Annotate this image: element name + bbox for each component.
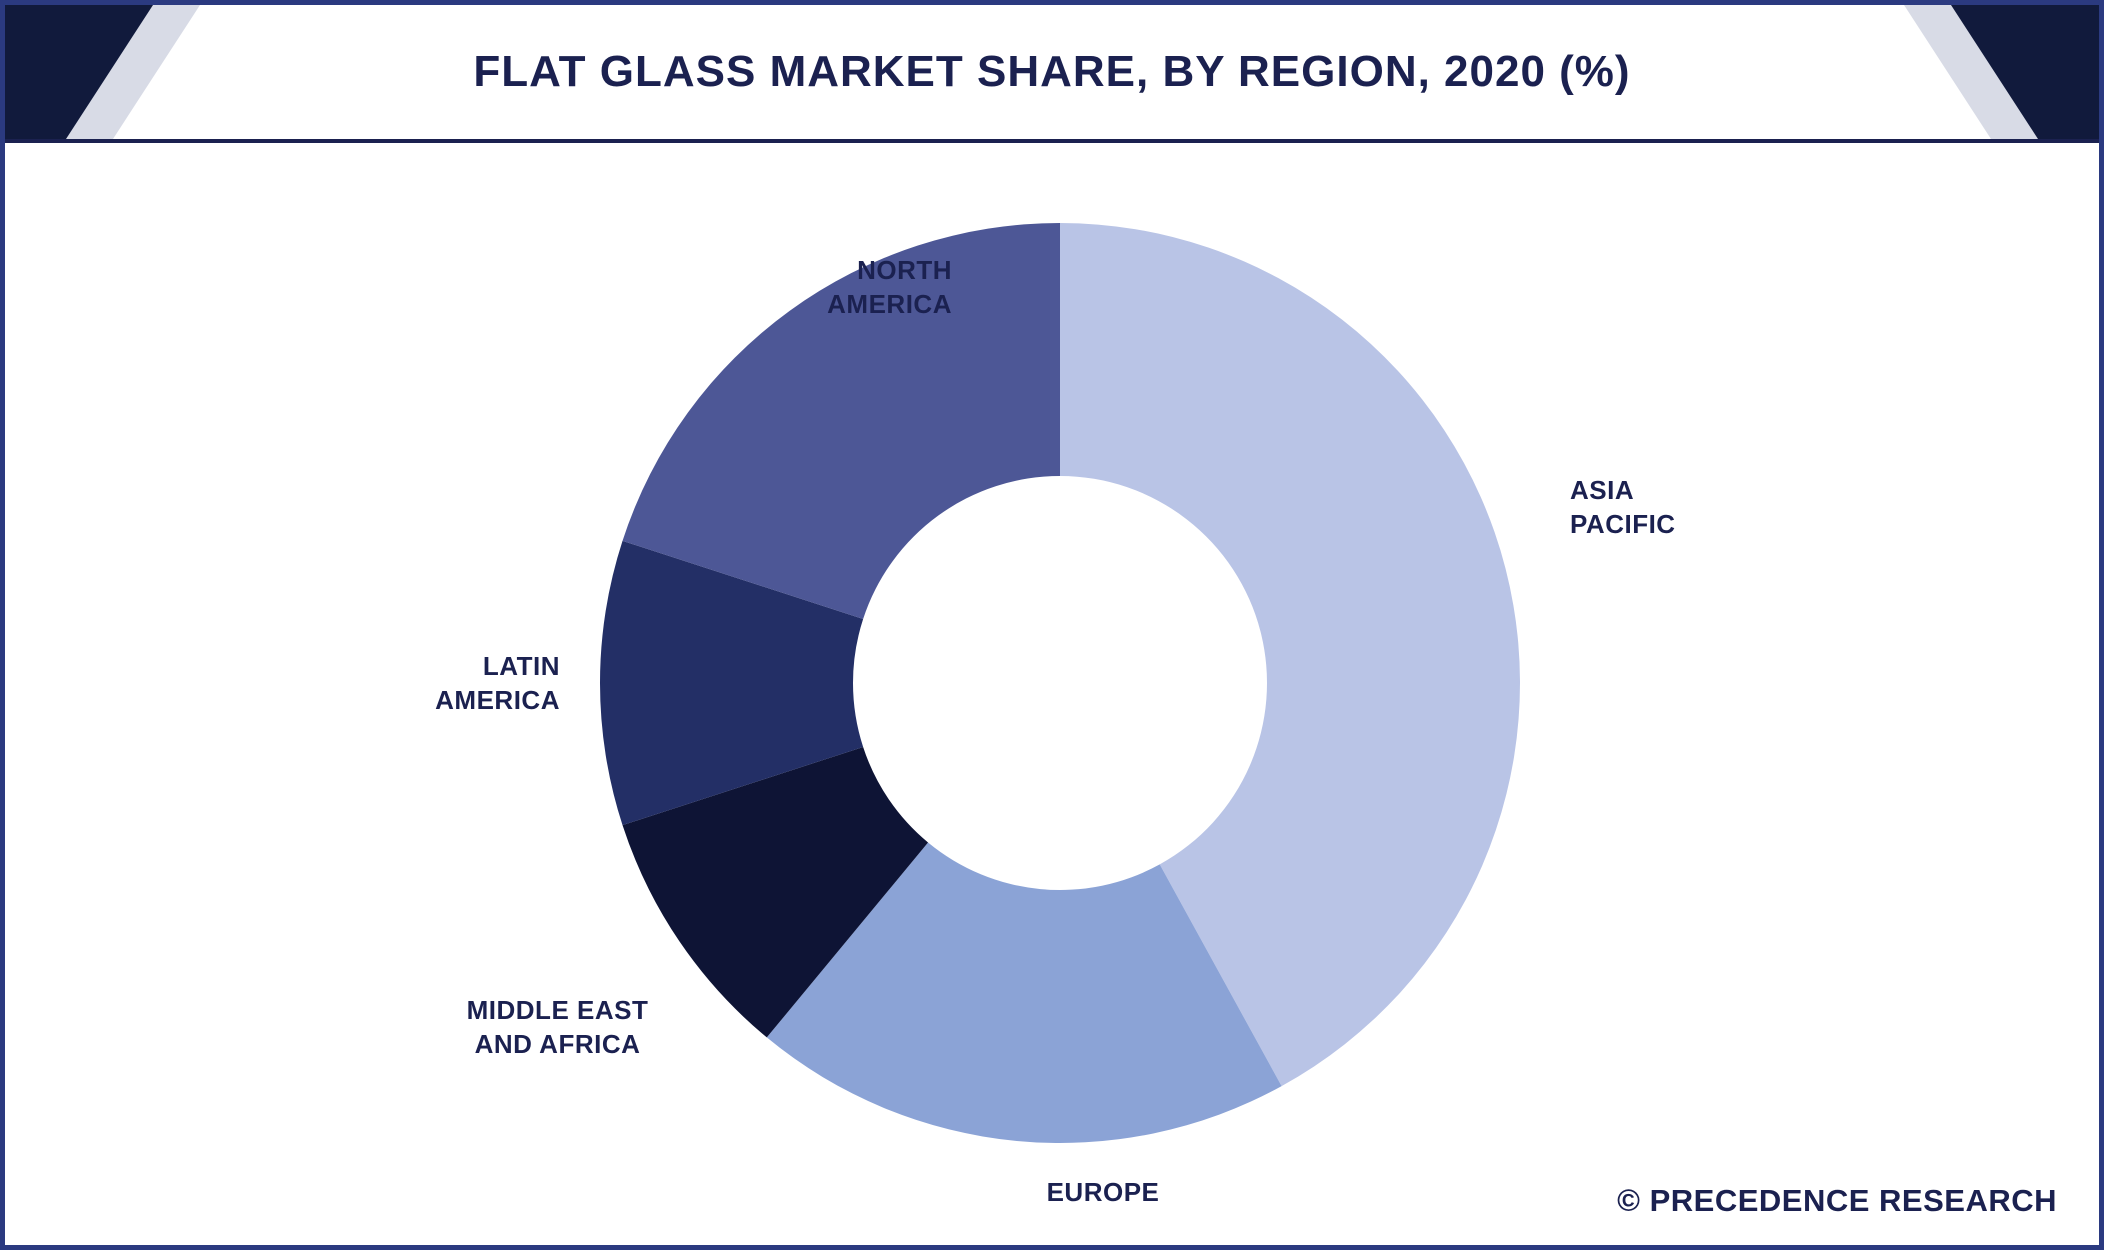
slice-label-asia-pacific: ASIA PACIFIC — [1570, 475, 1676, 540]
slice-label-latin-america: LATIN AMERICA — [435, 651, 560, 716]
donut-slice-asia-pacific — [1060, 223, 1520, 1087]
brand-watermark: © PRECEDENCE RESEARCH — [1617, 1183, 2057, 1218]
donut-slice-europe — [766, 842, 1282, 1143]
slice-label-north-america: NORTH AMERICA — [827, 255, 952, 320]
chart-header: FLAT GLASS MARKET SHARE, BY REGION, 2020… — [5, 5, 2099, 143]
donut-chart — [599, 223, 1520, 1143]
chart-title: FLAT GLASS MARKET SHARE, BY REGION, 2020… — [473, 47, 1631, 96]
donut-slice-middle-east-and-africa — [622, 746, 929, 1038]
donut-slice-latin-america — [599, 540, 864, 826]
slice-label-europe: EUROPE — [1046, 1177, 1160, 1207]
corner-decoration-right — [1879, 5, 2099, 139]
corner-decoration-left — [5, 5, 225, 139]
slice-label-middle-east-and-africa: MIDDLE EAST AND AFRICA — [466, 995, 649, 1060]
donut-slice-north-america — [622, 223, 1060, 620]
chart-area: ASIA PACIFIC EUROPE MIDDLE EAST AND AFRI… — [5, 143, 2099, 1245]
